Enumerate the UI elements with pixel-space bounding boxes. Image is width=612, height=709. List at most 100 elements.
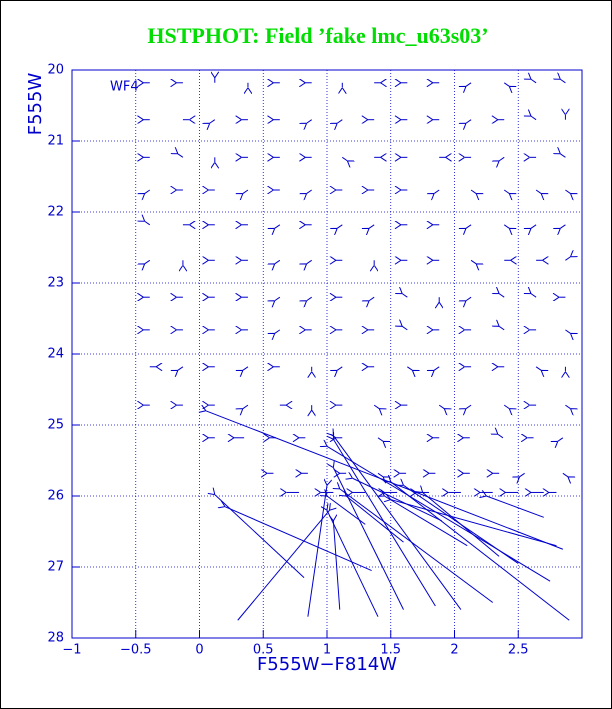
arrow: [565, 329, 570, 334]
arrow: [373, 404, 379, 409]
y-tick-label: 28: [47, 631, 64, 646]
y-tick-label: 23: [47, 276, 64, 291]
arrow: [346, 496, 404, 543]
arrow: [178, 154, 184, 158]
arrow: [333, 436, 462, 610]
arrow: [535, 366, 541, 371]
y-tick-label: 25: [47, 418, 64, 433]
arrow: [275, 296, 281, 301]
arrow: [243, 366, 249, 371]
arrow: [178, 366, 184, 371]
arrow: [384, 496, 468, 547]
x-tick-label: 0: [195, 643, 203, 658]
plot-frame: [71, 69, 583, 639]
x-tick-label: −0.5: [120, 643, 152, 658]
arrow: [377, 472, 383, 477]
arrow: [499, 156, 505, 161]
arrow: [342, 156, 347, 161]
arrow: [466, 119, 472, 124]
arrow: [520, 472, 525, 477]
arrow: [337, 224, 343, 229]
arrow: [499, 326, 505, 331]
arrow: [327, 510, 379, 617]
arrow: [503, 189, 509, 194]
arrow: [145, 189, 151, 194]
arrow: [466, 404, 472, 409]
arrow: [275, 259, 281, 264]
arrow: [402, 294, 408, 298]
arrow: [333, 521, 341, 610]
arrow: [340, 489, 494, 603]
arrow: [353, 478, 442, 522]
arrow: [558, 437, 564, 442]
arrow: [237, 510, 330, 621]
arrow: [402, 326, 408, 331]
arrow: [531, 116, 537, 121]
arrow: [503, 82, 509, 87]
arrow: [275, 329, 281, 334]
y-tick-label: 22: [47, 205, 64, 220]
arrow: [560, 79, 566, 84]
arrow: [565, 189, 570, 194]
y-axis-label: F555W: [25, 73, 46, 136]
arrow: [466, 224, 472, 229]
arrow: [535, 189, 541, 194]
arrow: [307, 189, 312, 194]
arrow: [434, 189, 440, 194]
arrow: [503, 404, 509, 409]
arrow: [531, 224, 537, 229]
arrow: [327, 496, 366, 525]
arrow: [307, 259, 312, 264]
y-tick-label: 21: [47, 134, 64, 149]
arrow: [499, 294, 505, 298]
arrow: [369, 224, 375, 229]
arrow: [377, 437, 383, 442]
x-tick-label: 2.5: [508, 643, 529, 658]
arrow: [275, 224, 281, 229]
arrow: [466, 296, 472, 301]
arrow: [560, 154, 566, 158]
arrow: [470, 259, 476, 264]
x-tick-label: 2: [450, 643, 458, 658]
arrow: [531, 294, 537, 298]
arrow: [565, 257, 570, 261]
arrow: [327, 446, 551, 582]
arrow: [337, 366, 343, 371]
y-tick-label: 27: [47, 560, 64, 575]
arrow: [560, 224, 566, 229]
x-tick-label: 0.5: [253, 643, 274, 658]
arrow: [145, 221, 151, 226]
arrow: [369, 296, 375, 301]
arrow: [423, 492, 500, 557]
arrow: [470, 189, 476, 194]
arrow: [145, 259, 151, 264]
y-tick-label: 26: [47, 489, 64, 504]
x-tick-label: 1: [323, 643, 331, 658]
x-tick-label: −1: [62, 643, 81, 658]
arrow: [391, 500, 557, 547]
y-tick-label: 20: [47, 63, 64, 78]
arrow: [337, 119, 343, 124]
arrow: [466, 82, 472, 87]
arrow: [565, 404, 570, 409]
arrow: [531, 79, 537, 84]
panel-label: WF4: [110, 80, 139, 95]
arrow: [243, 189, 249, 194]
y-tick-label: 24: [47, 347, 64, 362]
arrow: [307, 119, 312, 124]
arrow: [307, 296, 312, 301]
arrow: [407, 366, 412, 371]
chart-title: HSTPHOT: Field ’fake lmc_u63s03’: [147, 23, 488, 48]
x-axis-label: F555W−F814W: [257, 654, 397, 675]
arrow: [243, 404, 249, 409]
arrow: [438, 404, 444, 409]
arrow: [486, 496, 544, 518]
arrow: [391, 482, 570, 621]
arrow: [562, 472, 568, 477]
arrow: [498, 434, 504, 439]
arrow: [210, 119, 216, 124]
arrow: [503, 224, 509, 229]
arrow: [434, 366, 440, 371]
